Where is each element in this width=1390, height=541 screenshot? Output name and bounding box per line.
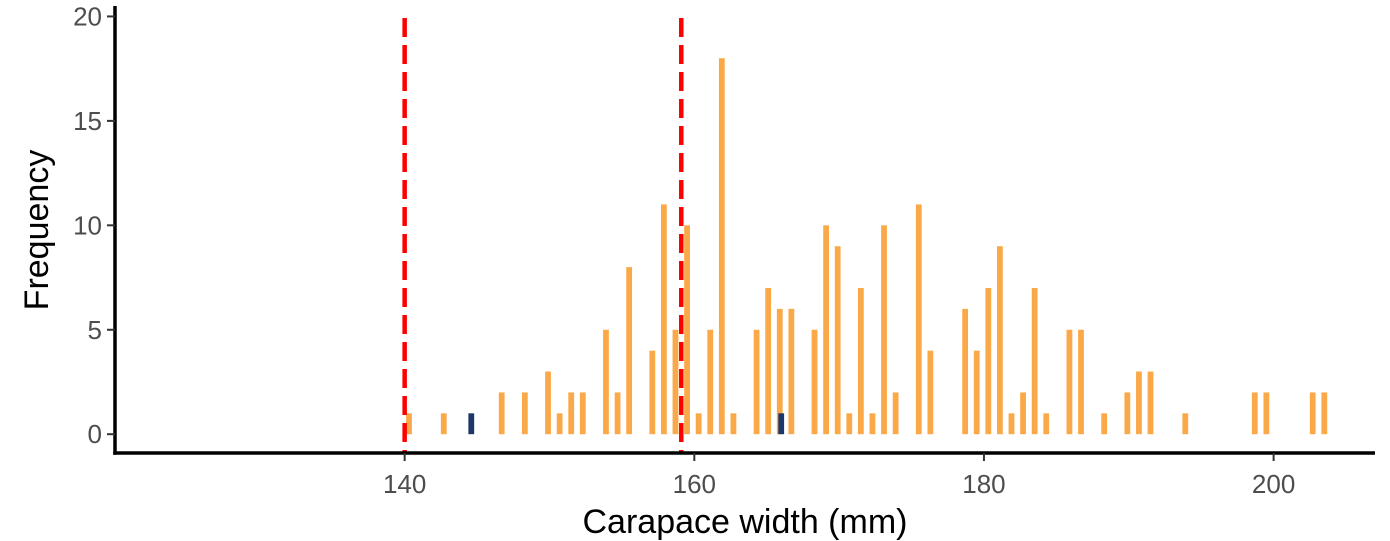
histogram-bar [521,392,528,435]
histogram-bar [857,287,864,435]
x-axis-title: Carapace width (mm) [583,503,908,541]
histogram-bar [1043,413,1050,435]
histogram-bar [545,371,551,435]
histogram-bar [1136,371,1142,435]
histogram-bar [892,392,899,435]
histogram-bar [753,329,760,435]
histogram-bar [684,225,690,435]
histogram-bar [973,350,980,435]
histogram-bar [440,413,447,435]
y-tick-label: 15 [73,106,102,136]
histogram-bar [788,308,795,435]
histogram-bar [1321,392,1328,435]
y-axis-ticks: 0 5 10 15 20 [73,1,115,449]
histogram-bar [1263,392,1270,435]
histogram-bar [579,392,586,435]
histogram-bar [1031,287,1038,435]
histogram-bar [962,308,969,435]
histogram-bar [765,287,772,435]
histogram-bar [1147,371,1154,435]
histogram-bar [568,392,575,435]
histogram-bar [1309,392,1316,435]
histogram-bar [556,413,563,435]
x-tick-label: 200 [1252,469,1295,499]
histogram-bar [1066,329,1073,435]
histogram-bar [1101,413,1108,435]
histogram-bar [869,413,876,435]
x-tick-label: 180 [962,469,1005,499]
y-tick-label: 0 [88,419,102,449]
histogram-bar [1078,329,1084,435]
histogram-bar [707,329,714,435]
histogram-bar [614,392,621,435]
histogram-bar [468,413,475,435]
y-tick-label: 10 [73,210,102,240]
histogram-bar [498,392,505,435]
histogram-bar [661,204,667,435]
histogram-bar [695,413,702,435]
histogram-bar [1251,392,1258,435]
histogram-bar [406,413,412,435]
histogram-bar [649,350,656,435]
histogram-bar [846,413,853,435]
y-tick-label: 5 [88,315,102,345]
histogram-bar [985,287,992,435]
y-tick-label: 20 [73,1,102,31]
histogram-bar [776,308,783,435]
x-axis-ticks: 140 160 180 200 [383,453,1295,499]
bars-layer [406,58,1328,435]
histogram-bar [834,246,841,435]
histogram-bar [1124,392,1131,435]
histogram-bar [823,225,829,435]
histogram-bar [626,267,633,435]
histogram-bar [915,204,922,435]
histogram-bar [1008,413,1015,435]
histogram-bar [718,58,725,435]
histogram-bar [811,329,818,435]
histogram-bar [881,225,887,435]
histogram-bar [1182,413,1189,435]
histogram-bar [603,329,609,435]
histogram-bar [927,350,934,435]
histogram-bar [778,413,785,435]
reference-lines-layer [402,18,684,453]
y-axis-title: Frequency [18,150,56,311]
x-tick-label: 140 [383,469,426,499]
x-tick-label: 160 [673,469,716,499]
histogram-bar [730,413,737,435]
histogram-bar [672,329,679,435]
histogram-bar [1020,392,1026,435]
histogram-bar [997,246,1003,435]
